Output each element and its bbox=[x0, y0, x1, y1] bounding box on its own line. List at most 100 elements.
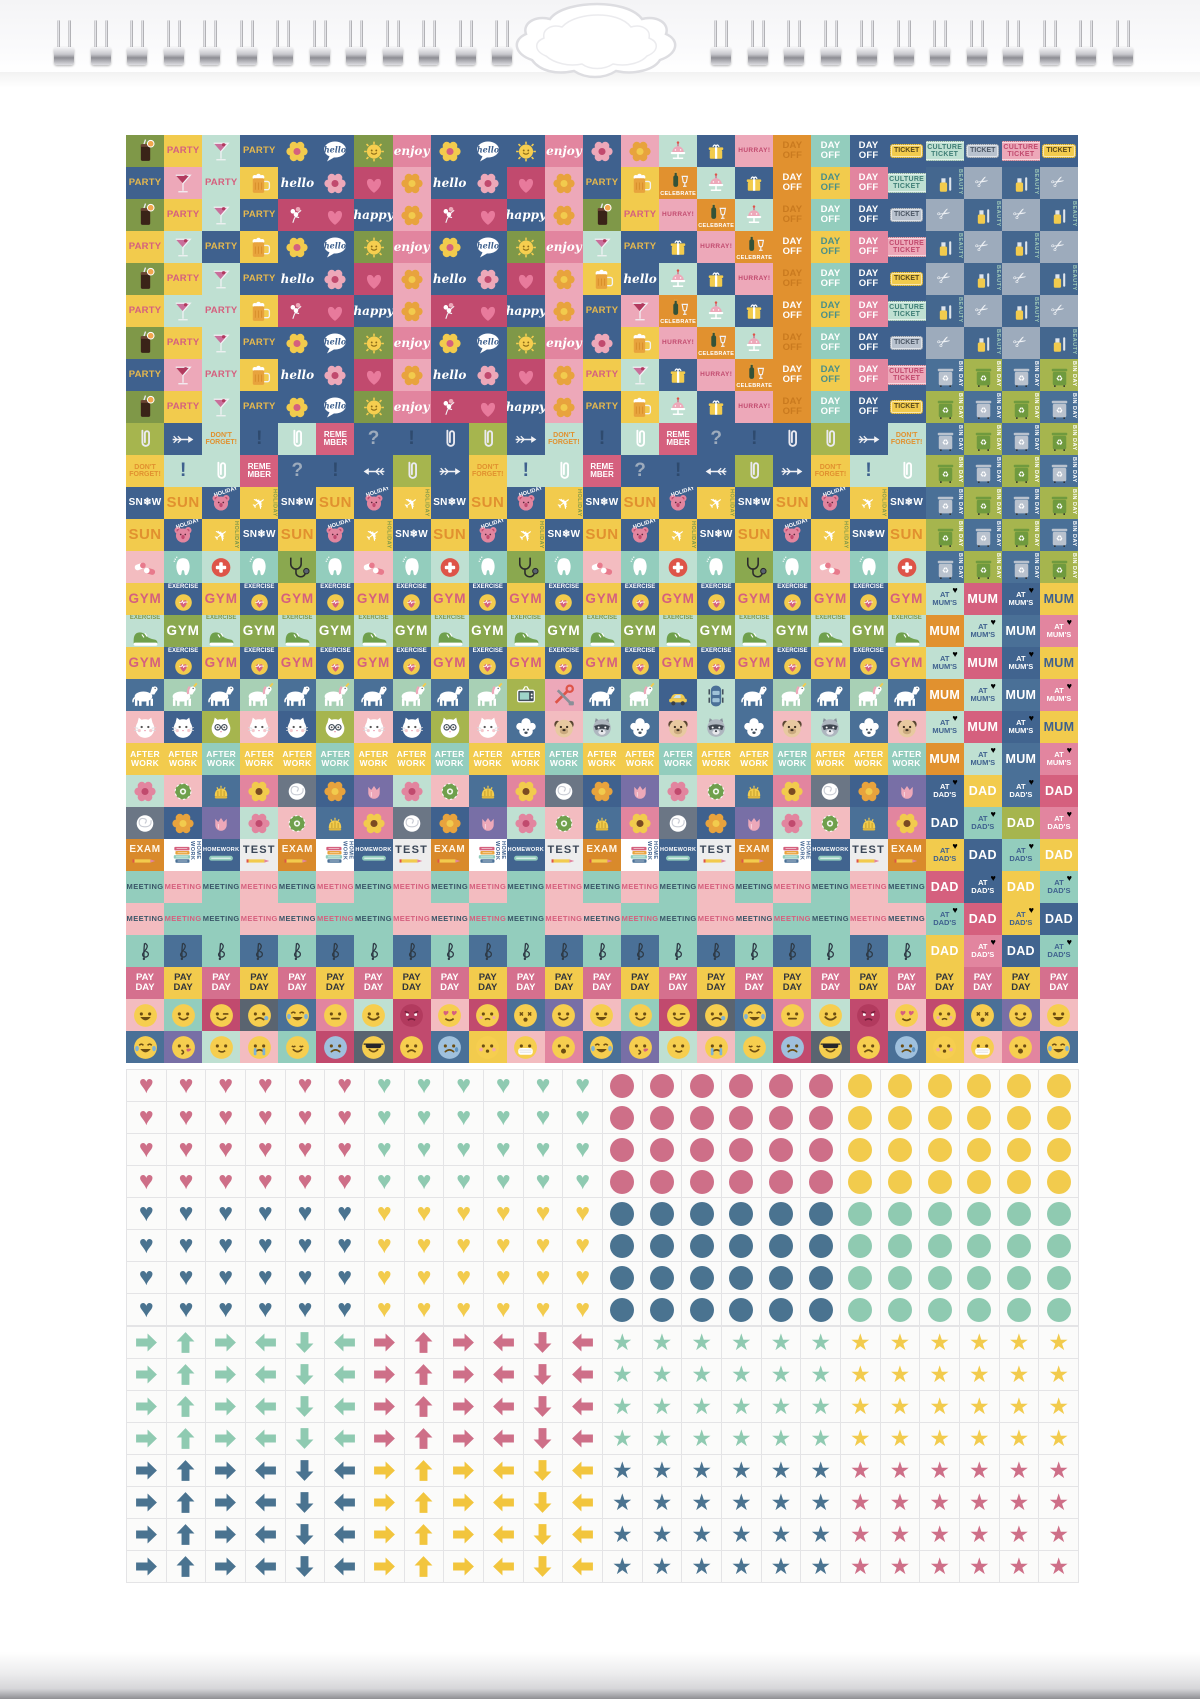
day-off-sticker: DAY OFF bbox=[773, 391, 812, 423]
sticker-label: MEETING bbox=[278, 882, 316, 892]
pay-day-sticker: PAY DAY bbox=[164, 967, 203, 999]
day-off-sticker: DAY OFF bbox=[773, 199, 812, 231]
day-off-sticker: DAY OFF bbox=[849, 263, 888, 295]
star-sticker: ★ bbox=[722, 1487, 762, 1519]
sticker-label: happy bbox=[354, 303, 393, 318]
sticker-label: AT MUM'S bbox=[1008, 590, 1034, 607]
holiday-plane-sticker-icon: ✈ bbox=[209, 523, 233, 547]
sun-word-sticker: SUN bbox=[468, 487, 507, 519]
gym-sticker: GYM bbox=[811, 583, 850, 615]
sticker-label: AFTER WORK bbox=[739, 749, 770, 768]
vertical-label: BEAUTY bbox=[994, 265, 1001, 291]
after-work-sticker: AFTER WORK bbox=[773, 743, 812, 775]
star-sticker: ★ bbox=[603, 1455, 643, 1487]
heart-sticker: ♥ bbox=[365, 1294, 405, 1326]
flower-sticker bbox=[621, 135, 660, 167]
exercise-sneaker-sticker: EXERCISE bbox=[659, 615, 698, 647]
sticker-label: DAD bbox=[1006, 879, 1035, 894]
bin-day-sticker: ♻ BIN DAY bbox=[963, 391, 1002, 423]
music-sticker bbox=[773, 935, 812, 967]
sticker-label: AFTER WORK bbox=[472, 749, 503, 768]
sticker-label: SN❄W bbox=[280, 496, 314, 508]
flower-sticker bbox=[697, 807, 736, 839]
ticket-sticker: TICKET bbox=[887, 199, 926, 231]
svg-text:hello: hello bbox=[324, 400, 347, 410]
star-sticker: ★ bbox=[682, 1327, 722, 1359]
sticker-label: DAY OFF bbox=[782, 204, 803, 225]
at-mums-sticker: AT MUM'S ♥ bbox=[925, 647, 964, 679]
sun-word-sticker: SUN bbox=[621, 487, 660, 519]
sticker-label: AT DAD'S bbox=[971, 878, 995, 895]
sticker-label: EXERCISE bbox=[662, 615, 694, 621]
dot-sticker bbox=[920, 1262, 960, 1294]
sticker-label: AFTER WORK bbox=[206, 749, 237, 768]
berries-sticker bbox=[430, 295, 469, 327]
sticker-label: enjoy bbox=[393, 239, 430, 254]
mum-sticker: MUM bbox=[1001, 679, 1040, 711]
sticker-label: DAY OFF bbox=[858, 172, 879, 193]
sticker-label: MUM bbox=[967, 655, 999, 670]
sticker-label: EXERCISE bbox=[244, 583, 275, 590]
vertical-label: HOLIDAY bbox=[575, 489, 582, 517]
after-work-sticker: AFTER WORK bbox=[430, 743, 469, 775]
heart-sticker: ♥ bbox=[166, 1230, 207, 1262]
sticker-label: PARTY bbox=[243, 337, 276, 349]
exercise-sneaker-sticker: EXERCISE bbox=[126, 615, 165, 647]
beer-sticker bbox=[621, 327, 660, 359]
beauty-scissors-sticker-icon: ✂ bbox=[934, 267, 955, 290]
beauty-polish-sticker: BEAUTY bbox=[925, 295, 964, 327]
flower-sticker bbox=[278, 231, 317, 263]
spiral-loop bbox=[310, 20, 330, 72]
dot-sticker bbox=[722, 1102, 762, 1134]
heart-sticker: ♥ bbox=[127, 1070, 167, 1102]
paperclip-sticker bbox=[202, 455, 241, 487]
dot-sticker bbox=[722, 1198, 762, 1230]
sticker-label: AT DAD'S bbox=[1047, 942, 1071, 959]
arrow-sticker bbox=[246, 1327, 286, 1359]
star-sticker: ★ bbox=[642, 1519, 683, 1551]
sticker-label: MEETING bbox=[126, 882, 164, 892]
sticker-label: EXAM bbox=[129, 844, 161, 856]
homework-books-sticker: HOME WORK bbox=[468, 839, 507, 871]
unicorn-sticker bbox=[164, 679, 203, 711]
gift-sticker bbox=[735, 295, 774, 327]
vertical-label: BIN DAY bbox=[956, 425, 963, 451]
emoji-sticker bbox=[1039, 999, 1078, 1031]
sticker-label: DAY OFF bbox=[858, 396, 879, 417]
sticker-label: MEETING bbox=[316, 914, 354, 924]
snow-sticker: SN❄W bbox=[735, 487, 774, 519]
after-work-sticker: AFTER WORK bbox=[506, 743, 545, 775]
dot-sticker bbox=[960, 1070, 1000, 1102]
unicorn-sticker bbox=[468, 679, 507, 711]
emoji-sticker bbox=[697, 1031, 736, 1063]
enjoy-sticker: enjoy bbox=[392, 327, 431, 359]
sticker-label: EXERCISE bbox=[167, 583, 199, 590]
holiday-koala-sticker: HOLIDAY bbox=[468, 519, 507, 551]
emoji-sticker bbox=[735, 999, 774, 1031]
dot-sticker bbox=[603, 1102, 643, 1134]
day-off-sticker: DAY OFF bbox=[849, 327, 888, 359]
cocktail-sticker bbox=[202, 263, 241, 295]
heart-sticker: ♥ bbox=[285, 1166, 326, 1198]
heart-sticker: ♥ bbox=[246, 1230, 286, 1262]
heart-sticker: ♥ bbox=[285, 1262, 326, 1294]
sticker-label: AT DAD'S bbox=[933, 910, 957, 927]
sticker-label: PAY DAY bbox=[668, 972, 688, 993]
vertical-label: BEAUTY bbox=[994, 329, 1001, 355]
music-sticker bbox=[126, 935, 165, 967]
beauty-polish-sticker: BEAUTY bbox=[1001, 167, 1040, 199]
emoji-sticker bbox=[963, 1031, 1002, 1063]
svg-text:♻: ♻ bbox=[1056, 406, 1063, 415]
emoji-sticker bbox=[621, 1031, 660, 1063]
enjoy-sticker: enjoy bbox=[392, 391, 431, 423]
arrow-sticker bbox=[484, 1327, 524, 1359]
after-work-sticker: AFTER WORK bbox=[392, 743, 431, 775]
dot-sticker bbox=[920, 1294, 960, 1326]
pills-sticker bbox=[811, 551, 850, 583]
hello-bubble-sticker: hello bbox=[468, 231, 507, 263]
sticker-label: EXERCISE bbox=[320, 583, 351, 590]
spiral-loop bbox=[930, 20, 950, 72]
spiral-binding bbox=[0, 20, 1200, 74]
heart-sticker: ♥ bbox=[206, 1262, 246, 1294]
music-sticker bbox=[354, 935, 393, 967]
